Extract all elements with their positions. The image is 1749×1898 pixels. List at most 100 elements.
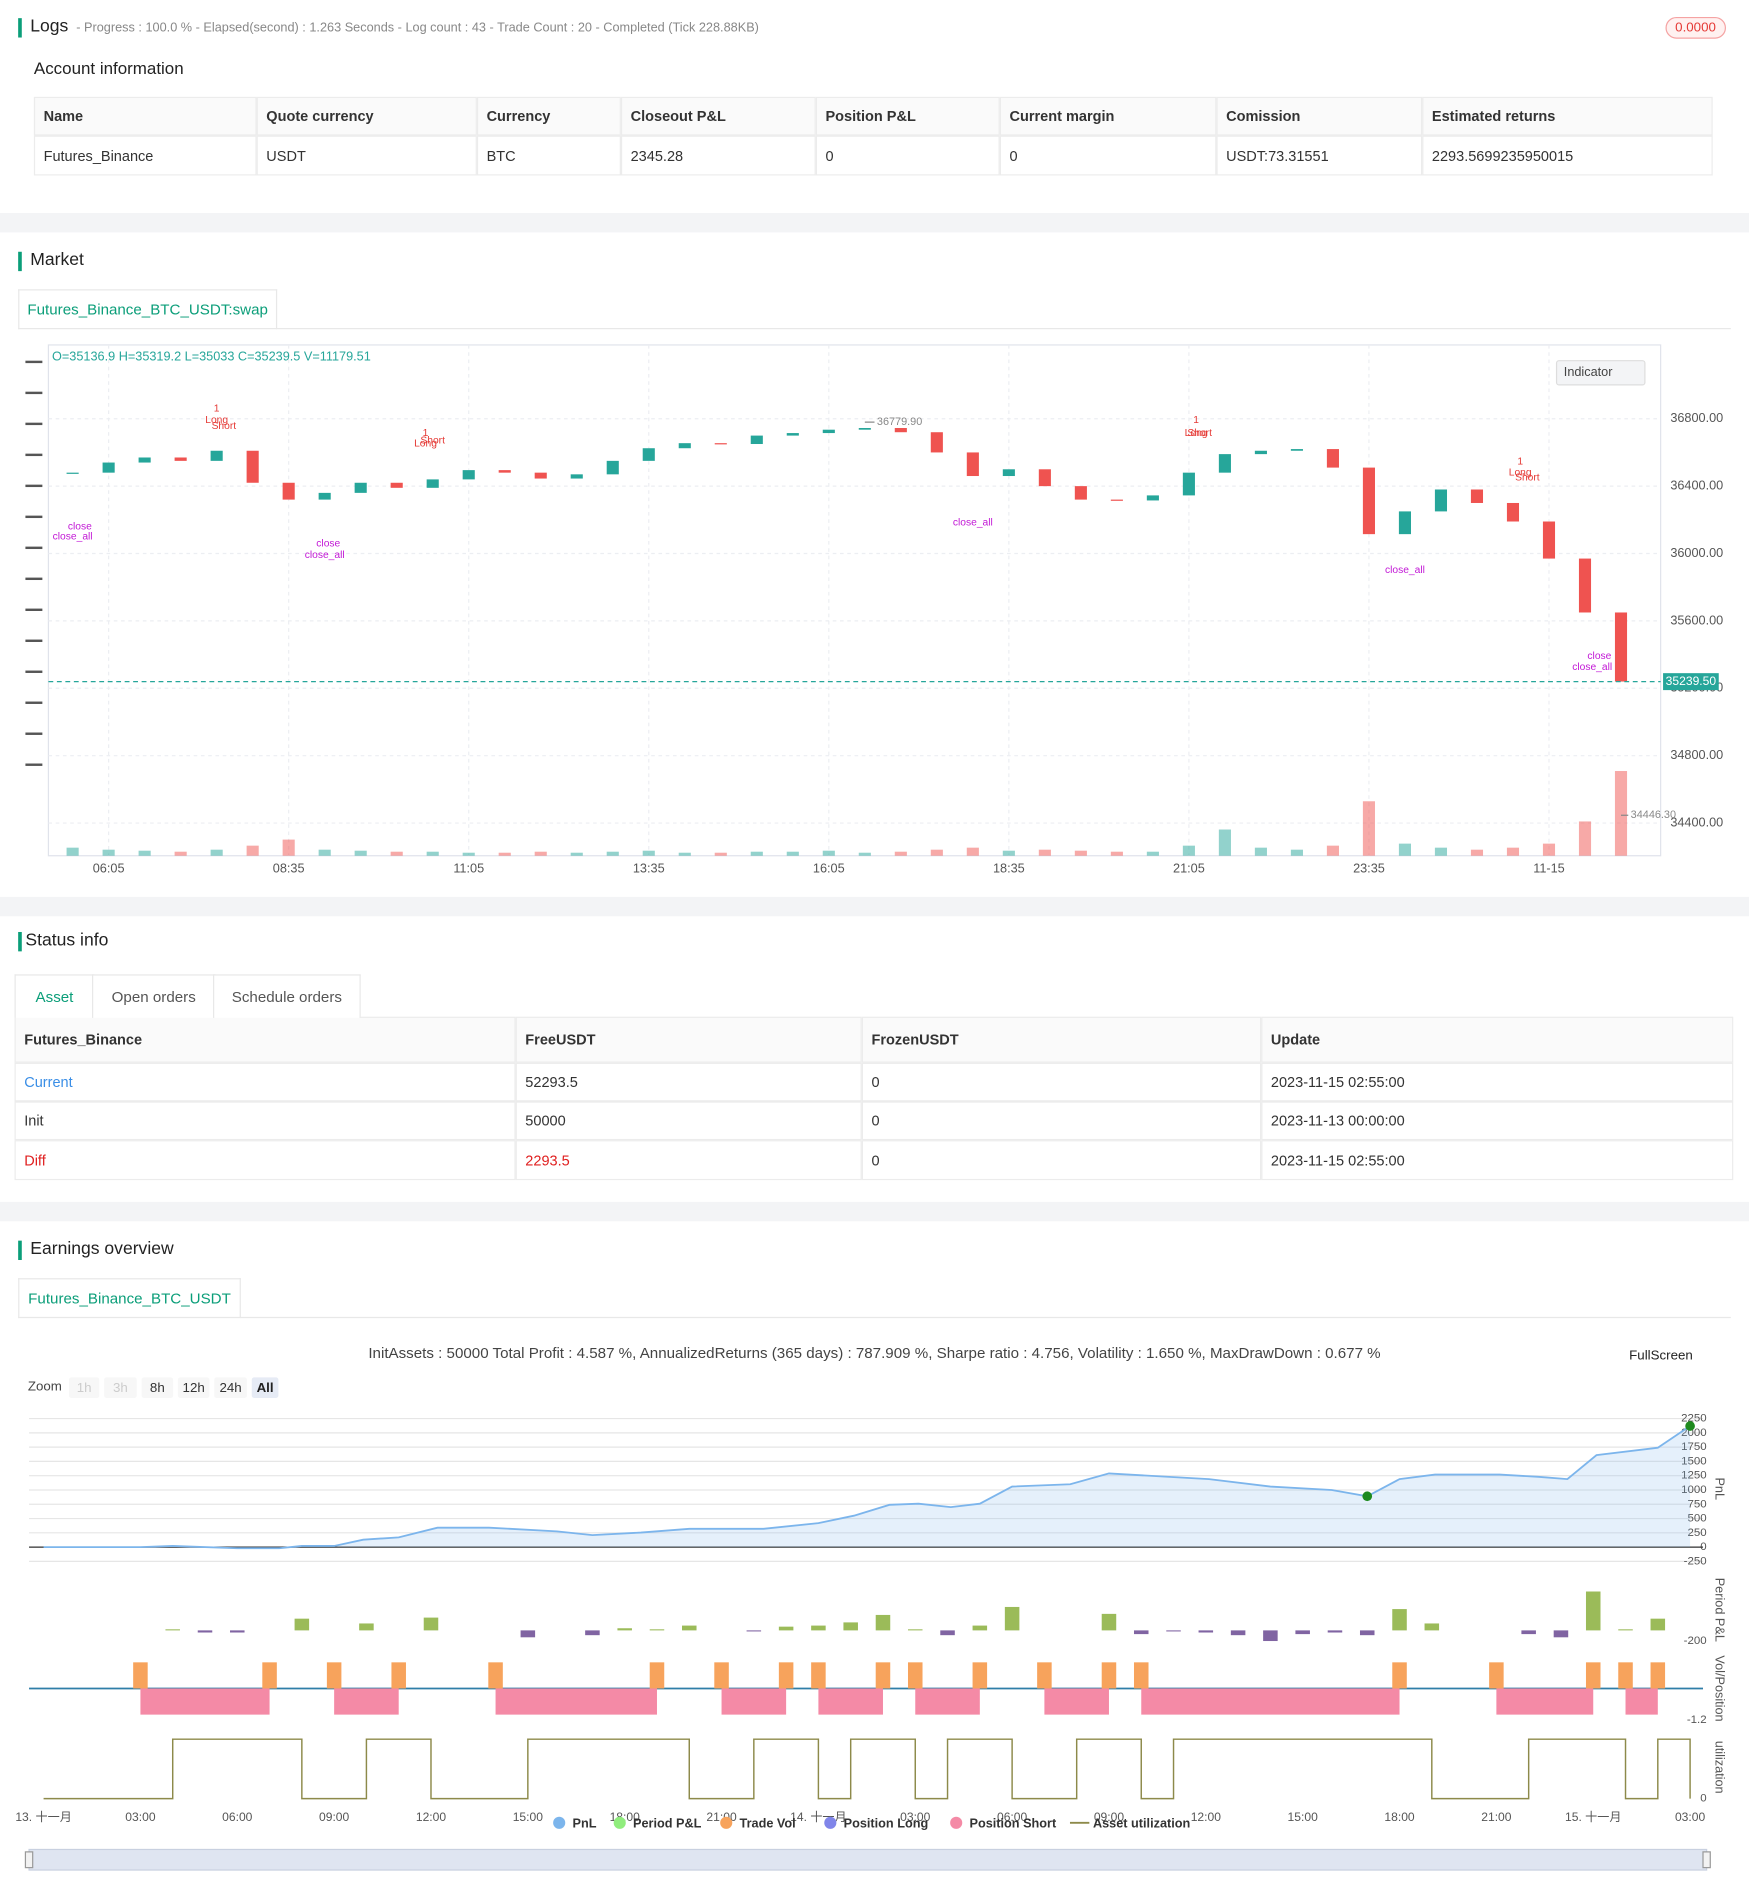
position-range (1625, 1688, 1658, 1715)
table-cell: USDT (256, 135, 477, 176)
accent (18, 18, 22, 38)
table-cell: 2293.5 (515, 1140, 862, 1181)
bar (359, 1623, 374, 1631)
candle (498, 470, 511, 473)
annotation: close_all (1385, 565, 1425, 576)
y-tick-label: 1750 (1681, 1441, 1707, 1453)
navigator (28, 1848, 1708, 1871)
legend-label: Asset utilization (1093, 1816, 1190, 1830)
candle (354, 482, 367, 493)
tab[interactable]: Futures_Binance_BTC_USDT:swap (18, 289, 278, 330)
divider (18, 328, 1731, 330)
table-cell: Futures_Binance (33, 135, 257, 176)
position-range (1141, 1688, 1400, 1715)
candle (786, 433, 799, 436)
bar (1133, 1630, 1149, 1635)
table-cell: 2345.28 (620, 135, 816, 176)
volume-bar (1542, 843, 1556, 856)
bar (1327, 1630, 1343, 1633)
y-tick-label: 250 (1687, 1527, 1706, 1539)
candle (714, 443, 727, 445)
zoom-button[interactable]: 12h (177, 1377, 210, 1398)
candle (606, 460, 619, 475)
x-tick-label: 06:00 (997, 1810, 1028, 1824)
candle (102, 462, 115, 473)
volume-bar (1506, 847, 1520, 856)
candle (894, 428, 907, 433)
tab[interactable]: Open orders (91, 974, 216, 1018)
bar (617, 1628, 632, 1631)
pnl-marker (1362, 1491, 1373, 1502)
candle (822, 429, 835, 434)
zoom-button[interactable]: 8h (141, 1377, 174, 1398)
tool-icon (25, 360, 43, 364)
x-tick-label: 06:05 (93, 861, 125, 875)
y-tick-label: 0 (1700, 1541, 1706, 1553)
bar (940, 1630, 955, 1636)
candle (966, 452, 979, 477)
x-tick-label: 15:00 (513, 1810, 544, 1824)
annotation: 1 (1517, 456, 1523, 467)
volume-bar (1470, 849, 1484, 856)
tool-icon (25, 577, 43, 581)
column-header: Comission (1216, 96, 1423, 136)
y-tick-label: -250 (1684, 1555, 1707, 1567)
volume-bar (858, 852, 871, 856)
tool-icon (25, 391, 43, 395)
volume-bar (1326, 845, 1339, 856)
y-tick-label: -200 (1684, 1635, 1707, 1647)
bar (907, 1629, 923, 1631)
bar (649, 1662, 665, 1689)
y-tick-label: 2250 (1681, 1413, 1707, 1425)
table-cell: 2023-11-15 02:55:00 (1261, 1140, 1734, 1181)
zoom-button[interactable]: 3h (104, 1377, 137, 1398)
fullscreen[interactable]: FullScreen (1629, 1348, 1693, 1363)
tool-icon (25, 546, 43, 550)
separator (0, 1201, 1749, 1222)
annotation: Long (414, 439, 437, 450)
candle (1182, 472, 1195, 496)
x-tick-label: 15. 十一月 (1565, 1810, 1621, 1824)
candle (1542, 521, 1556, 559)
tool-icon (25, 453, 43, 457)
bar (811, 1662, 826, 1689)
annotation: 1 (214, 404, 220, 415)
volume-bar (498, 852, 511, 856)
volume-bar (1002, 850, 1015, 856)
volume-bar (678, 852, 691, 856)
tool-icon (25, 732, 43, 735)
table-cell: 50000 (515, 1101, 862, 1141)
bar (1392, 1609, 1407, 1631)
volume-bar (1146, 851, 1159, 856)
bar (1618, 1662, 1633, 1689)
tab[interactable]: Futures_Binance_BTC_USDT (18, 1278, 241, 1319)
subsection-title: Account information (33, 58, 184, 78)
bar (520, 1630, 536, 1638)
candle (138, 457, 151, 463)
zoom-button[interactable]: All (251, 1377, 279, 1398)
zoom-button[interactable]: 1h (68, 1377, 100, 1398)
column-header: Futures_Binance (14, 1016, 516, 1063)
tab[interactable]: Asset (14, 974, 95, 1018)
bar (1037, 1662, 1052, 1689)
bar (165, 1629, 180, 1631)
x-tick-label: 11-15 (1533, 861, 1565, 875)
volume-bar (822, 850, 835, 856)
zoom-button[interactable]: 24h (214, 1377, 247, 1398)
annotation: Short (1187, 428, 1212, 439)
volume-bar (570, 852, 583, 856)
x-tick-label: 09:00 (1094, 1810, 1125, 1824)
volume-bar (318, 849, 331, 856)
bar (1133, 1662, 1149, 1689)
position-range (495, 1688, 657, 1715)
tab[interactable]: Schedule orders (213, 974, 361, 1018)
y-tick-label: 35600.00 (1670, 613, 1723, 627)
high-label: 36779.90 (877, 416, 922, 428)
panel-title: utilization (1712, 1741, 1726, 1794)
bar (875, 1614, 891, 1631)
candle (1614, 612, 1628, 682)
table-cell: 2023-11-15 02:55:00 (1261, 1062, 1734, 1102)
column-header: Quote currency (256, 96, 477, 136)
panel-title: Vol/Position (1712, 1655, 1726, 1721)
